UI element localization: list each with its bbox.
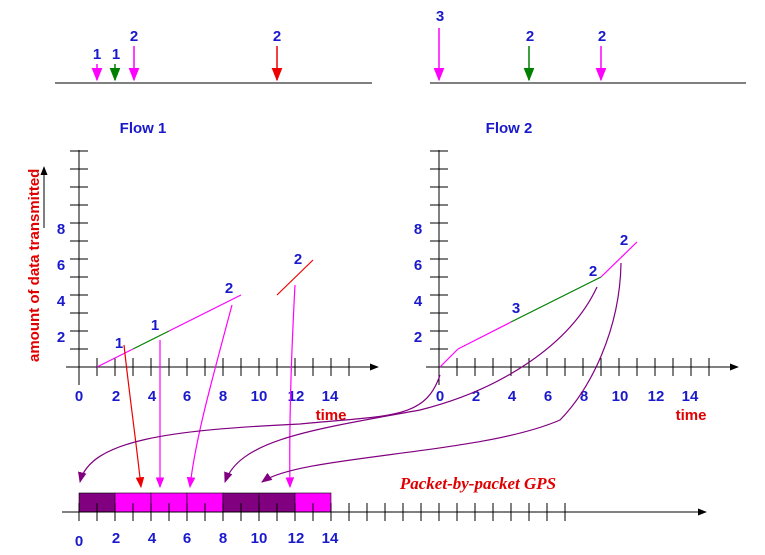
flow2-x-tick-label: 14 — [682, 388, 699, 405]
flow2-arrival-timeline: 3 2 2 — [430, 8, 746, 84]
flow1-y-tick-label: 8 — [57, 221, 65, 238]
y-axis-label-group: amount of data transmitted — [26, 166, 48, 362]
flow1-segment — [96, 348, 134, 368]
flow2-segment — [600, 241, 638, 278]
gps-packets — [78, 492, 332, 513]
flow1-x-tick-label: 12 — [288, 388, 305, 405]
flow1-x-tick-label: 6 — [183, 388, 191, 405]
flow2-x-tick-label: 4 — [508, 388, 517, 405]
flow2-title: Flow 2 — [486, 120, 533, 137]
mapping-arrow — [123, 344, 145, 489]
gps-ticks — [78, 503, 566, 521]
flow2-y-tick-label: 6 — [414, 257, 422, 274]
flow2-x-tick-label: 10 — [612, 388, 629, 405]
mapping-arrow — [285, 284, 296, 489]
flow1-y-tick-label: 4 — [57, 293, 66, 310]
flow2-y-tick-label: 4 — [414, 293, 423, 310]
gps-tick-label: 4 — [148, 530, 157, 547]
gps-tick-label: 2 — [112, 530, 120, 547]
flow1-segment — [132, 330, 170, 350]
flow1-segment — [168, 294, 242, 332]
flow2-x-axis-label: time — [676, 407, 707, 424]
flow1-arrival-label: 2 — [273, 28, 281, 45]
flow2-arrival-label: 2 — [526, 28, 534, 45]
mapping-arrow — [224, 286, 598, 484]
flow1-segment-label: 1 — [115, 335, 123, 352]
flow2-y-tick-label: 2 — [414, 329, 422, 346]
flow1-plot: 2 4 6 8 0 2 4 6 8 10 12 14 time 1 1 2 2 — [57, 150, 379, 424]
flow1-arrival-label: 1 — [93, 46, 101, 63]
mapping-arrow — [186, 304, 233, 489]
flow1-segment-label: 2 — [294, 251, 302, 268]
flow1-x-tick-label: 0 — [75, 388, 83, 405]
flow1-arrival-timeline: 1 1 2 2 — [55, 28, 372, 84]
mapping-arrow — [78, 374, 441, 484]
flow2-y-ticks — [430, 150, 448, 350]
flow2-segment-label: 3 — [512, 300, 520, 317]
flow1-x-tick-label: 4 — [148, 388, 157, 405]
gps-timeline: 0 2 4 6 8 10 12 14 — [62, 492, 707, 550]
flow2-x-tick-label: 12 — [648, 388, 665, 405]
flow2-x-tick-label: 0 — [436, 388, 444, 405]
flow2-segment — [510, 276, 602, 323]
flow1-y-tick-label: 2 — [57, 329, 65, 346]
mapping-arrows — [78, 262, 622, 489]
flow2-segment — [439, 348, 459, 368]
y-axis-label: amount of data transmitted — [26, 169, 43, 362]
flow1-x-tick-label: 10 — [251, 388, 268, 405]
flow1-arrival-label: 2 — [130, 28, 138, 45]
flow2-y-tick-label: 8 — [414, 221, 422, 238]
flow1-segment-label: 2 — [225, 280, 233, 297]
flow1-segment-label: 1 — [151, 317, 159, 334]
gps-title: Packet-by-packet GPS — [399, 474, 556, 493]
flow2-x-ticks — [456, 358, 710, 376]
flow1-x-tick-label: 14 — [322, 388, 339, 405]
flow1-arrival-label: 1 — [112, 46, 120, 63]
gps-tick-label: 8 — [219, 530, 227, 547]
flow1-x-axis-label: time — [316, 407, 347, 424]
mapping-arrow — [261, 262, 622, 483]
flow2-segment-label: 2 — [620, 232, 628, 249]
flow2-x-tick-label: 6 — [544, 388, 552, 405]
flow1-segment — [276, 259, 314, 296]
gps-tick-label: 6 — [183, 530, 191, 547]
flow1-title: Flow 1 — [120, 120, 167, 137]
flow1-x-tick-label: 2 — [112, 388, 120, 405]
flow1-x-tick-label: 8 — [219, 388, 227, 405]
gps-tick-label: 10 — [251, 530, 268, 547]
flow2-segment — [457, 321, 512, 350]
flow2-arrival-label: 2 — [598, 28, 606, 45]
flow2-x-tick-label: 8 — [580, 388, 588, 405]
gps-tick-label: 0 — [75, 533, 83, 550]
flow2-arrival-label: 3 — [436, 8, 444, 25]
flow2-plot: 2 4 6 8 0 2 4 6 8 10 12 14 time 3 2 2 — [414, 150, 739, 424]
gps-tick-label: 12 — [288, 530, 305, 547]
gps-tick-label: 14 — [322, 530, 339, 547]
flow1-y-tick-label: 6 — [57, 257, 65, 274]
flow2-x-tick-label: 2 — [472, 388, 480, 405]
flow1-y-ticks — [70, 150, 88, 350]
flow2-segment-label: 2 — [589, 263, 597, 280]
